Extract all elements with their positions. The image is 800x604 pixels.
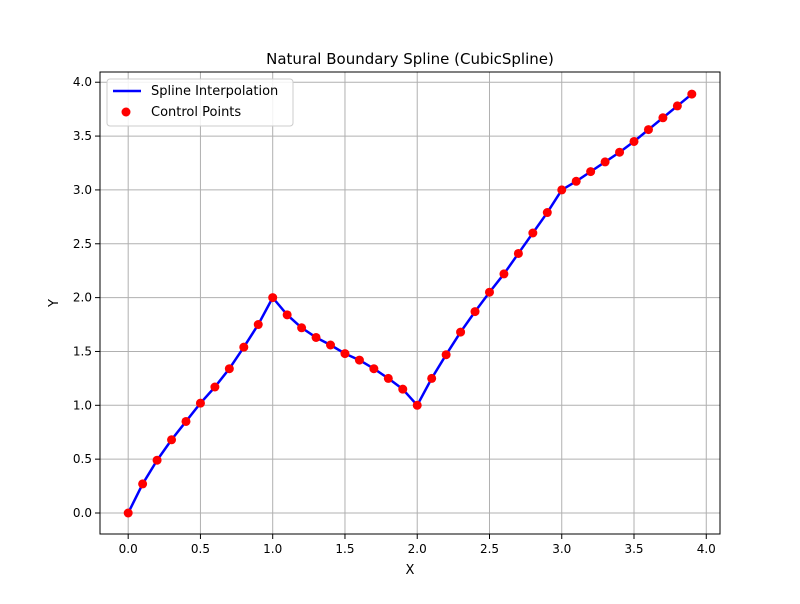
control-point [542, 208, 552, 218]
control-point [167, 435, 177, 445]
control-point [268, 293, 278, 303]
y-axis-title: Y [47, 299, 62, 308]
control-point [441, 350, 451, 360]
x-tick-label: 0.5 [191, 542, 210, 556]
control-point [152, 455, 162, 465]
control-point [687, 89, 697, 99]
control-point [672, 101, 682, 111]
control-point [195, 398, 205, 408]
x-axis-title: X [406, 563, 415, 578]
y-tick-label: 1.0 [73, 398, 92, 412]
x-tick-label: 4.0 [697, 542, 716, 556]
control-point [326, 340, 336, 350]
control-point [470, 307, 480, 317]
legend-label-control-points: Control Points [151, 105, 241, 120]
x-tick-label: 2.5 [480, 542, 499, 556]
x-tick-label: 0.0 [119, 542, 138, 556]
control-point [224, 364, 234, 374]
control-point [340, 349, 350, 359]
y-tick-label: 0.5 [73, 452, 92, 466]
y-tick-label: 2.0 [73, 291, 92, 305]
control-point [571, 176, 581, 186]
y-tick-label: 4.0 [73, 75, 92, 89]
y-tick-label: 0.0 [73, 506, 92, 520]
control-point [369, 364, 379, 374]
axis-ticks: 0.0 0.5 1.0 1.5 2.0 2.5 3.0 3.5 4.0 0.0 0.5 1.0 1.5 2… [73, 75, 716, 556]
control-point [600, 157, 610, 167]
control-point [456, 327, 466, 337]
legend: Spline Interpolation Control Points [106, 78, 294, 127]
control-point [629, 136, 639, 146]
x-tick-label: 1.0 [263, 542, 282, 556]
x-tick-label: 3.0 [552, 542, 571, 556]
control-point [311, 332, 321, 342]
legend-point-swatch [121, 107, 131, 117]
legend-label-spline: Spline Interpolation [151, 84, 278, 99]
control-point [658, 113, 668, 123]
y-tick-label: 1.5 [73, 344, 92, 358]
control-point [297, 323, 307, 333]
spline-interpolation-line [127, 93, 693, 514]
x-tick-label: 1.5 [335, 542, 354, 556]
y-tick-label: 3.0 [73, 183, 92, 197]
control-point [513, 248, 523, 258]
control-point [528, 228, 538, 238]
chart-title: Natural Boundary Spline (CubicSpline) [266, 50, 554, 68]
grid-lines [100, 72, 720, 534]
control-point [427, 373, 437, 383]
series-layer [123, 89, 697, 518]
control-point [484, 287, 494, 297]
plot-frame [99, 71, 721, 535]
control-point [643, 125, 653, 135]
control-point [181, 416, 191, 426]
control-point [383, 373, 393, 383]
control-point [499, 269, 509, 279]
control-point [398, 384, 408, 394]
control-point [557, 185, 567, 195]
x-tick-label: 2.0 [408, 542, 427, 556]
y-tick-label: 3.5 [73, 129, 92, 143]
control-point [123, 508, 133, 518]
x-tick-label: 3.5 [624, 542, 643, 556]
control-point [354, 355, 364, 365]
control-point [239, 342, 249, 352]
control-point [138, 479, 148, 489]
y-tick-label: 2.5 [73, 237, 92, 251]
control-point [210, 382, 220, 392]
control-point [253, 320, 263, 330]
control-point [586, 167, 596, 177]
control-point [615, 147, 625, 157]
control-point [412, 400, 422, 410]
control-point [282, 310, 292, 320]
legend-box [106, 78, 294, 127]
